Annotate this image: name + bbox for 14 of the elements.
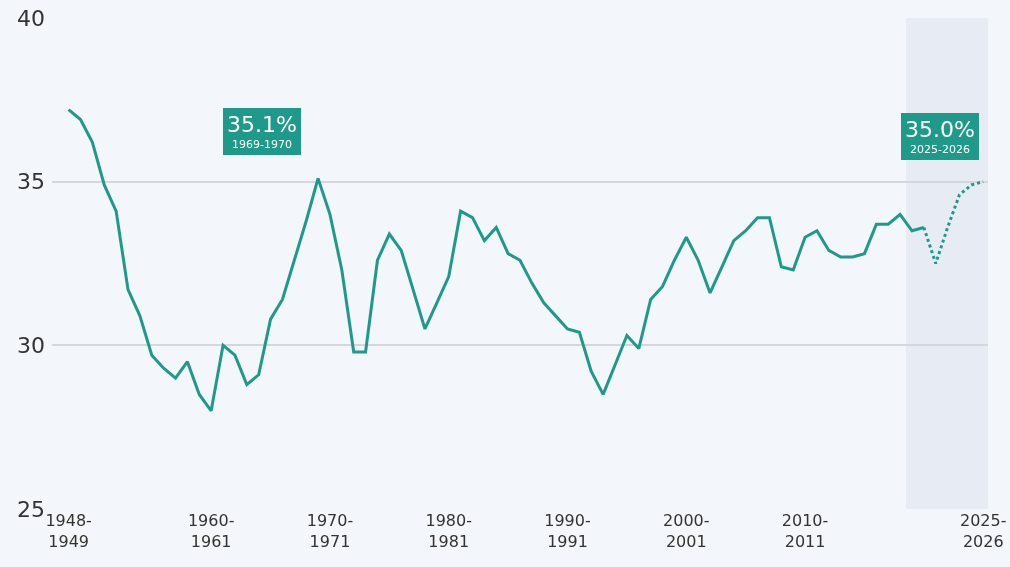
y-tick-label: 35: [17, 169, 45, 195]
x-tick-label: 2000- 2001: [663, 511, 710, 551]
x-tick-label: 1980- 1981: [425, 511, 472, 551]
x-tick-label: 1960- 1961: [187, 511, 235, 551]
y-tick-label: 25: [17, 496, 45, 522]
annotation: 35.1% 1969-1970: [227, 112, 297, 151]
x-tick-label: 1948- 1949: [45, 511, 92, 551]
x-tick-label: 2010- 2011: [781, 511, 829, 551]
x-tick-label: 2025- 2026: [960, 511, 1007, 551]
x-tick-label: 1990- 1991: [544, 511, 591, 551]
y-tick-label: 30: [17, 333, 45, 359]
x-tick-label: 1970- 1971: [306, 511, 354, 551]
y-tick-label: 40: [17, 5, 45, 31]
annotation: 35.0% 2025-2026: [905, 117, 975, 156]
